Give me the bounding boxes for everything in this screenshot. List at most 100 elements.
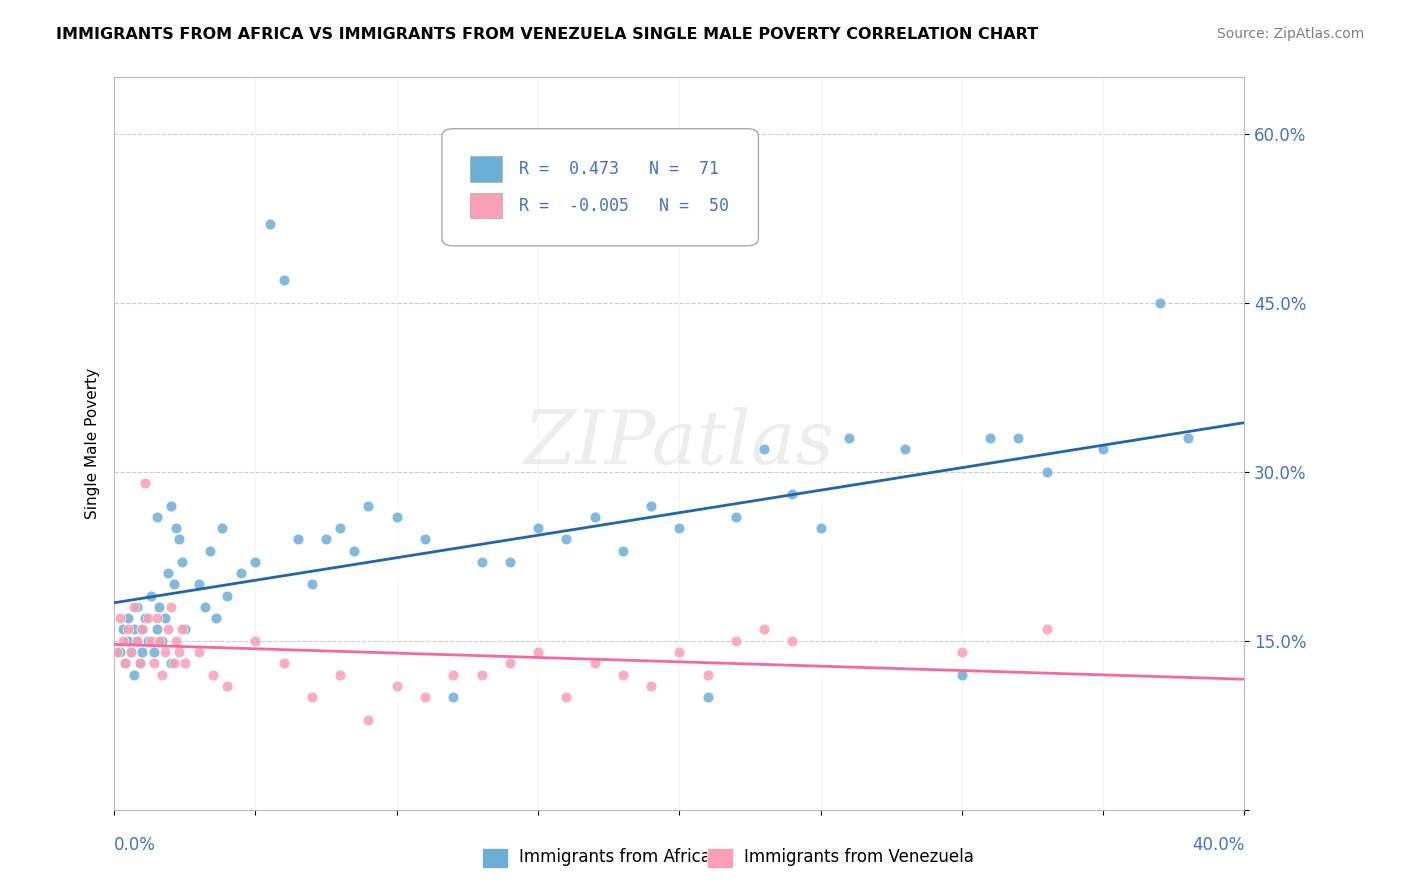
Point (125, 633, 148, 648)
Point (131, 623, 153, 637)
Point (343, 543, 366, 558)
Point (111, 633, 134, 648)
Point (131, 645, 153, 659)
Point (357, 499, 380, 513)
Point (111, 623, 134, 637)
Point (105, 645, 128, 659)
Text: ZIPatlas: ZIPatlas (524, 408, 835, 480)
Point (470, 555, 492, 569)
Point (202, 667, 225, 681)
Point (470, 667, 492, 681)
Point (173, 623, 195, 637)
Point (122, 623, 145, 637)
Point (1035, 465, 1057, 479)
Point (114, 657, 136, 671)
Point (950, 667, 973, 681)
Point (245, 555, 267, 569)
Point (162, 657, 184, 671)
Point (170, 555, 193, 569)
Point (148, 599, 170, 614)
Point (301, 690, 323, 704)
Text: 40.0%: 40.0% (1192, 837, 1244, 855)
Bar (470, 193, 502, 219)
Point (782, 633, 804, 648)
Point (153, 611, 176, 625)
Text: Immigrants from Africa: Immigrants from Africa (519, 848, 711, 866)
Point (125, 633, 148, 648)
Point (1092, 442, 1115, 457)
Y-axis label: Single Male Poverty: Single Male Poverty (86, 368, 100, 519)
Point (188, 645, 211, 659)
Point (145, 611, 167, 625)
Point (499, 555, 522, 569)
Point (134, 475, 156, 490)
Point (441, 667, 464, 681)
Point (245, 633, 267, 648)
Point (117, 623, 139, 637)
Point (696, 690, 718, 704)
Point (122, 599, 145, 614)
Text: 0.0%: 0.0% (114, 837, 156, 855)
Point (114, 657, 136, 671)
Point (136, 633, 159, 648)
Point (583, 509, 606, 524)
Point (724, 509, 747, 524)
Point (165, 521, 187, 535)
Point (810, 521, 832, 535)
Point (108, 645, 131, 659)
Point (413, 533, 436, 547)
Point (170, 623, 193, 637)
Point (139, 589, 162, 603)
Point (640, 499, 662, 513)
Point (329, 667, 352, 681)
Point (724, 633, 747, 648)
Point (125, 599, 148, 614)
Point (145, 509, 167, 524)
Point (782, 487, 804, 501)
Point (752, 623, 775, 637)
Point (329, 521, 352, 535)
Point (142, 645, 165, 659)
Point (120, 645, 142, 659)
Bar (470, 156, 502, 182)
Point (165, 633, 187, 648)
Point (273, 273, 295, 287)
Point (838, 431, 860, 445)
Point (385, 509, 408, 524)
Point (156, 623, 179, 637)
Point (612, 667, 634, 681)
Point (117, 633, 139, 648)
Point (150, 667, 173, 681)
FancyBboxPatch shape (441, 128, 758, 246)
Text: R =  0.473   N =  71: R = 0.473 N = 71 (519, 160, 718, 178)
Point (108, 611, 131, 625)
Point (555, 533, 578, 547)
Point (162, 577, 184, 591)
Point (159, 599, 181, 614)
Point (555, 690, 578, 704)
Point (153, 645, 176, 659)
Point (583, 657, 606, 671)
Point (441, 690, 464, 704)
Point (357, 713, 380, 727)
Point (120, 645, 142, 659)
Point (188, 577, 211, 591)
Point (200, 543, 222, 558)
Point (217, 589, 239, 603)
Point (117, 611, 139, 625)
Point (527, 645, 550, 659)
Point (950, 645, 973, 659)
Point (167, 645, 190, 659)
Point (315, 533, 337, 547)
Point (1177, 431, 1199, 445)
Point (156, 566, 179, 581)
Point (150, 633, 173, 648)
Point (167, 533, 190, 547)
Point (194, 599, 217, 614)
Point (211, 521, 233, 535)
Point (612, 543, 634, 558)
Point (979, 431, 1001, 445)
Point (668, 645, 690, 659)
Point (142, 657, 165, 671)
Point (145, 623, 167, 637)
